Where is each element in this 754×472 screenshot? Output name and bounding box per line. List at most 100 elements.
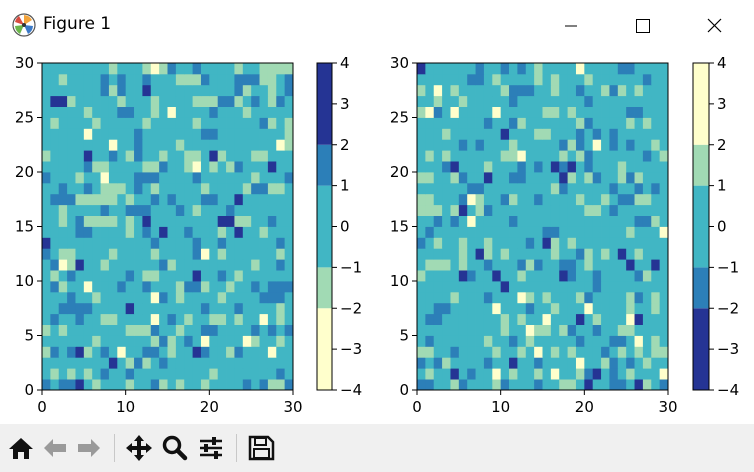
heatmap-cell xyxy=(209,324,219,336)
heatmap-cell xyxy=(67,346,76,358)
heatmap-cell xyxy=(433,302,443,315)
heatmap-cell xyxy=(200,237,210,249)
heatmap-cell xyxy=(417,204,426,216)
heatmap-cell xyxy=(267,204,277,216)
heatmap-cell xyxy=(50,237,60,249)
heatmap-cell xyxy=(242,204,252,216)
close-button[interactable] xyxy=(692,0,738,50)
heatmap-cell xyxy=(267,215,277,227)
colorbar-segment xyxy=(317,267,332,309)
save-button[interactable] xyxy=(246,432,276,464)
heatmap-cell xyxy=(167,204,177,216)
heatmap-cell xyxy=(609,226,619,238)
back-button[interactable] xyxy=(40,432,70,464)
heatmap-cell xyxy=(626,182,635,195)
heatmap-cell xyxy=(100,117,110,129)
heatmap-cell xyxy=(584,128,594,140)
heatmap-cell xyxy=(509,302,518,315)
heatmap-cell xyxy=(659,324,669,336)
heatmap-cell xyxy=(442,226,451,238)
heatmap-cell xyxy=(542,302,552,315)
heatmap-cell xyxy=(542,237,552,249)
heatmap-cell xyxy=(276,117,286,129)
heatmap-cell xyxy=(184,193,193,206)
heatmap-cell xyxy=(267,302,277,315)
zoom-button[interactable] xyxy=(160,432,190,464)
heatmap-cell xyxy=(217,313,227,325)
heatmap-cell xyxy=(500,302,510,315)
heatmap-cell xyxy=(100,379,110,391)
pan-button[interactable] xyxy=(124,432,154,464)
heatmap-cell xyxy=(117,106,127,118)
heatmap-cell xyxy=(142,335,152,347)
heatmap-cell xyxy=(442,270,451,282)
heatmap-cell xyxy=(517,215,527,227)
heatmap-cell xyxy=(50,281,60,293)
heatmap-cell xyxy=(492,84,502,97)
heatmap-cell xyxy=(509,248,518,260)
home-button[interactable] xyxy=(6,432,36,464)
heatmap-cell xyxy=(626,95,635,107)
heatmap-cell xyxy=(517,128,527,140)
heatmap-cell xyxy=(467,270,476,282)
heatmap-cell xyxy=(58,291,68,304)
heatmap-cell xyxy=(425,357,435,369)
heatmap-cell xyxy=(217,281,227,293)
heatmap-cell xyxy=(592,84,602,97)
heatmap-cell xyxy=(100,270,110,282)
heatmap-cell xyxy=(134,84,143,97)
heatmap-cell xyxy=(467,193,476,206)
maximize-button[interactable] xyxy=(619,0,665,50)
heatmap-cell xyxy=(450,357,460,369)
heatmap-cell xyxy=(642,150,652,162)
heatmap-cell xyxy=(575,357,585,369)
heatmap-cell xyxy=(42,324,51,336)
heatmap-cell xyxy=(75,193,85,206)
heatmap-cell xyxy=(217,248,227,260)
heatmap-cell xyxy=(542,117,552,129)
colorbar-tick-label: 0 xyxy=(340,218,350,236)
heatmap-cell xyxy=(550,193,560,206)
minimize-button[interactable] xyxy=(548,0,594,50)
heatmap-cell xyxy=(483,73,493,86)
heatmap-cell xyxy=(209,139,219,151)
heatmap-cell xyxy=(134,302,143,315)
heatmap-cell xyxy=(500,291,510,304)
heatmap-cell xyxy=(601,259,610,271)
heatmap-cell xyxy=(251,95,260,107)
heatmap-cell xyxy=(542,95,552,107)
heatmap-cell xyxy=(609,259,619,271)
heatmap-cell xyxy=(226,63,235,75)
heatmap-cell xyxy=(442,237,451,249)
heatmap-cell xyxy=(483,335,493,347)
forward-button[interactable] xyxy=(74,432,104,464)
heatmap-cell xyxy=(634,335,644,347)
heatmap-cell xyxy=(609,172,619,184)
heatmap-cell xyxy=(584,346,594,358)
heatmap-cell xyxy=(117,226,127,238)
heatmap-cell xyxy=(67,270,76,282)
heatmap-cell xyxy=(75,215,85,227)
heatmap-cell xyxy=(601,204,610,216)
heatmap-cell xyxy=(175,63,185,75)
heatmap-cell xyxy=(209,117,219,129)
heatmap-cell xyxy=(467,324,476,336)
heatmap-cell xyxy=(209,226,219,238)
heatmap-cell xyxy=(417,237,426,249)
heatmap-cell xyxy=(209,335,219,347)
configure-subplots-button[interactable] xyxy=(196,432,226,464)
heatmap-cell xyxy=(433,313,443,325)
heatmap-cell xyxy=(642,106,652,118)
heatmap-cell xyxy=(67,291,76,304)
heatmap-cell xyxy=(50,172,60,184)
heatmap-cell xyxy=(609,139,619,151)
heatmap-cell xyxy=(50,193,60,206)
heatmap-cell xyxy=(209,237,219,249)
heatmap-cell xyxy=(50,302,60,315)
heatmap-cell xyxy=(276,226,286,238)
heatmap-cell xyxy=(634,302,644,315)
heatmap-cell xyxy=(192,204,202,216)
heatmap-cell xyxy=(509,237,518,249)
heatmap-cell xyxy=(601,106,610,118)
